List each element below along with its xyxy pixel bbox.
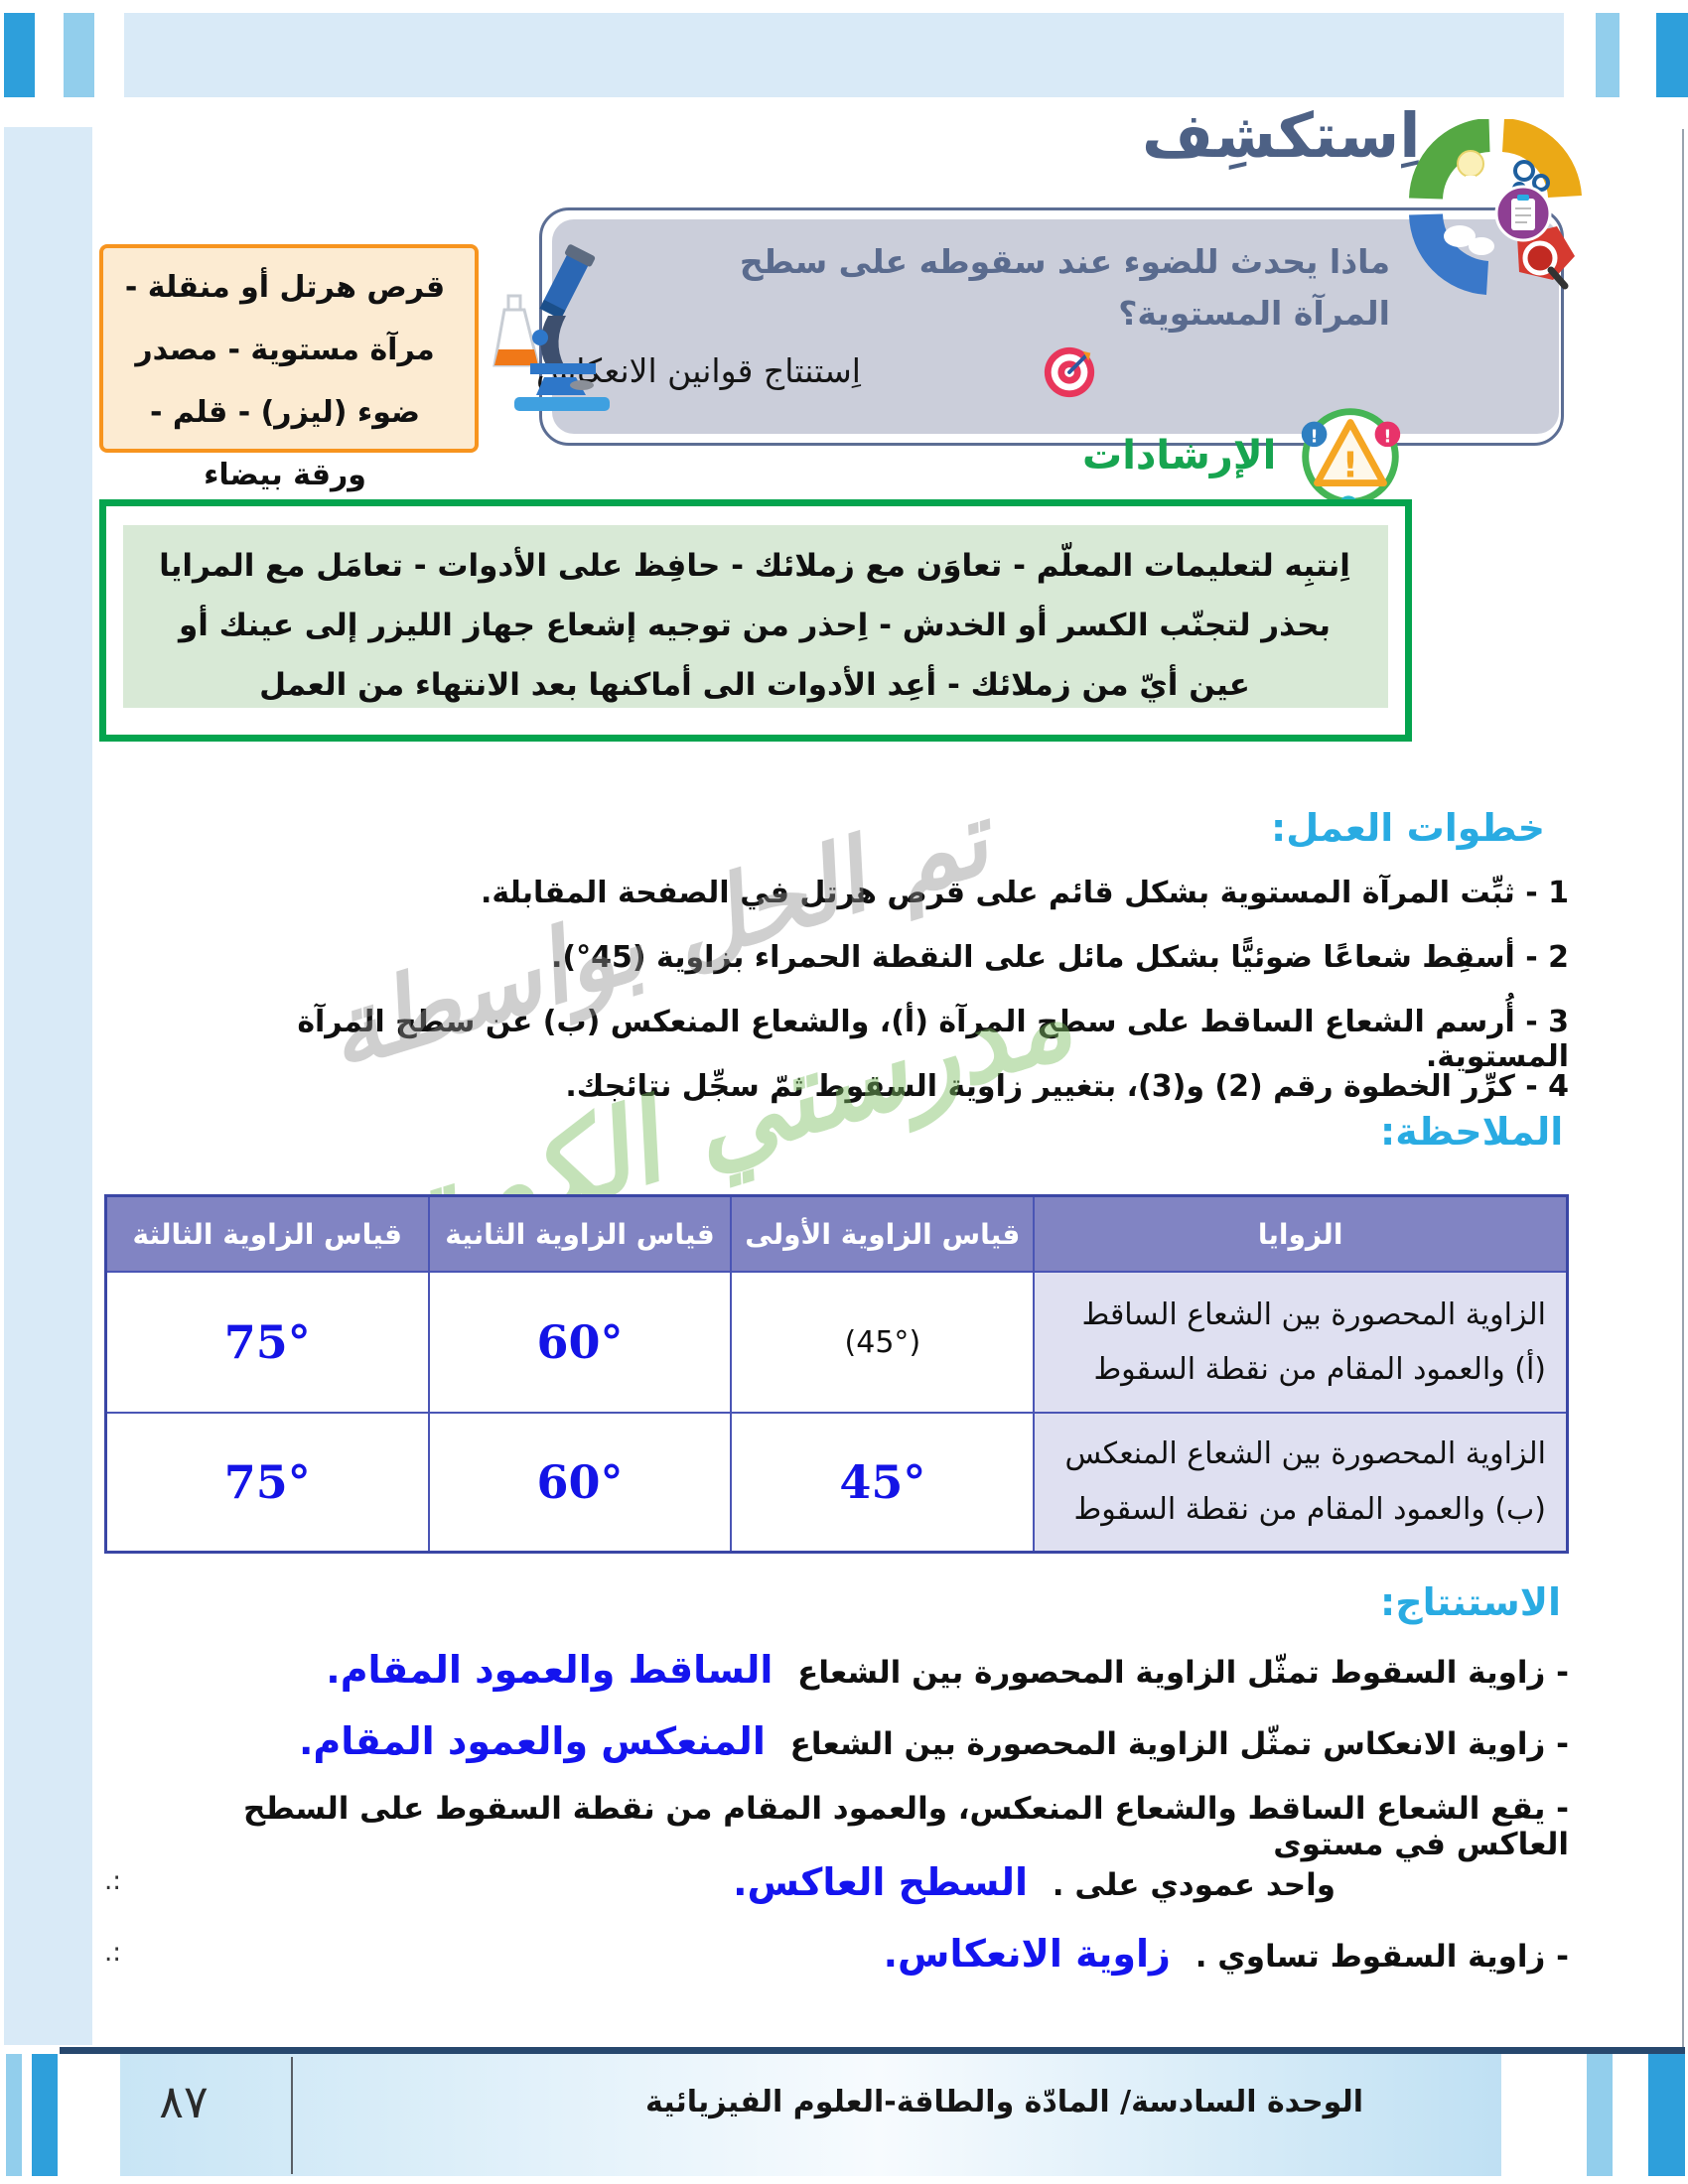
question-box xyxy=(552,219,1559,434)
conclusion-text: واحد عمودي على . xyxy=(1052,1867,1336,1903)
answer-dots: .: xyxy=(104,1866,122,1896)
target-icon xyxy=(1041,343,1098,401)
answer-dots: .: xyxy=(104,1938,122,1968)
guidelines-text: اِنتبِه لتعليمات المعلّم - تعاوَن مع زمل… xyxy=(159,548,1350,703)
step-2: 2 - أسقِط شعاعًا ضوئيًّا بشكل مائل على ا… xyxy=(551,940,1569,975)
col-header-second-angle: قياس الزاوية الثانية xyxy=(427,1194,733,1273)
left-margin-strip xyxy=(4,127,92,2045)
row2-angle2-value: 60° xyxy=(536,1454,624,1509)
conclusion-answer: زاوية الانعكاس. xyxy=(883,1932,1171,1976)
top-right-dark-bar xyxy=(1656,13,1688,97)
footer-divider xyxy=(291,2057,293,2174)
bottom-left-dark-bar xyxy=(32,2054,58,2176)
conclusion-text: - زاوية السقوط تساوي . xyxy=(1195,1939,1569,1975)
footer-rule xyxy=(60,2047,1685,2054)
col-header-third-angle: قياس الزاوية الثالثة xyxy=(104,1194,430,1273)
conclusion-answer: الساقط والعمود المقام. xyxy=(326,1648,774,1692)
activity-question: ماذا يحدث للضوء عند سقوطه على سطح المرآة… xyxy=(739,242,1390,333)
conclusion-title: الاستنتاج: xyxy=(1380,1580,1562,1624)
top-left-light-bar xyxy=(64,13,94,97)
table-row: الزاوية المحصورة بين الشعاع المنعكس (ب) … xyxy=(104,1412,1569,1553)
right-page-edge-line xyxy=(1682,129,1684,2047)
warning-icon: ! ! ! ! xyxy=(1287,395,1414,522)
step-3: 3 - أُرسم الشعاع الساقط على سطح المرآة (… xyxy=(297,1005,1569,1074)
conclusion-text: - زاوية الانعكاس تمثّل الزاوية المحصورة … xyxy=(789,1726,1569,1762)
svg-text:!: ! xyxy=(1311,427,1319,447)
col-header-first-angle: قياس الزاوية الأولى xyxy=(730,1194,1036,1273)
materials-list: قرص هرتل أو منقلة - مرآة مستوية - مصدر ض… xyxy=(124,270,446,492)
guidelines-box-fill xyxy=(123,525,1388,708)
svg-text:!: ! xyxy=(1383,427,1391,447)
row1-label: الزاوية المحصورة بين الشعاع الساقط (أ) و… xyxy=(1033,1271,1569,1414)
step-1: 1 - ثبِّت المرآة المستوية بشكل قائم على … xyxy=(480,876,1569,910)
conclusion-text: - يقع الشعاع الساقط والشعاع المنعكس، وال… xyxy=(242,1791,1569,1862)
steps-title: خطوات العمل: xyxy=(1271,806,1546,850)
row1-angle2-value: 60° xyxy=(536,1315,624,1369)
conclusion-line-5: - زاوية السقوط تساوي . زاوية الانعكاس. xyxy=(149,1932,1569,1976)
row1-angle1-value: (45°) xyxy=(844,1324,921,1360)
observation-table: الزوايا قياس الزاوية الأولى قياس الزاوية… xyxy=(104,1194,1569,1554)
svg-text:!: ! xyxy=(1342,446,1358,486)
conclusion-text: - زاوية السقوط تمثّل الزاوية المحصورة بي… xyxy=(797,1655,1569,1691)
guidelines-title: الإرشادات xyxy=(1082,433,1277,478)
conclusion-line-4: واحد عمودي على . السطح العاكس. xyxy=(149,1860,1336,1904)
bottom-right-light-bar xyxy=(1587,2054,1613,2176)
explore-icon xyxy=(1408,119,1582,298)
footer-band xyxy=(120,2054,1501,2176)
table-row: الزاوية المحصورة بين الشعاع الساقط (أ) و… xyxy=(104,1271,1569,1414)
page-number: ٨٧ xyxy=(159,2075,209,2128)
top-right-light-bar xyxy=(1596,13,1619,97)
materials-box xyxy=(99,244,479,453)
conclusion-line-3: - يقع الشعاع الساقط والشعاع المنعكس، وال… xyxy=(149,1791,1569,1862)
microscope-icon xyxy=(485,238,629,427)
question-outline-frame xyxy=(539,207,1564,446)
conclusion-line-1: - زاوية السقوط تمثّل الزاوية المحصورة بي… xyxy=(149,1648,1569,1692)
page-title: اِستكشِف xyxy=(1142,99,1421,172)
col-header-angles: الزوايا xyxy=(1033,1194,1569,1273)
table-header-row: الزوايا قياس الزاوية الأولى قياس الزاوية… xyxy=(104,1194,1569,1273)
top-left-dark-bar xyxy=(4,13,35,97)
row2-angle3-value: 75° xyxy=(223,1454,311,1509)
step-4: 4 - كرِّر الخطوة رقم (2) و(3)، بتغيير زا… xyxy=(565,1069,1569,1104)
bottom-right-dark-bar xyxy=(1648,2054,1685,2176)
observation-title: الملاحظة: xyxy=(1380,1110,1564,1154)
top-band xyxy=(124,13,1564,97)
row2-angle1-value: 45° xyxy=(839,1454,926,1509)
conclusion-line-2: - زاوية الانعكاس تمثّل الزاوية المحصورة … xyxy=(149,1719,1569,1763)
conclusion-answer: المنعكس والعمود المقام. xyxy=(299,1719,766,1763)
conclusion-answer: السطح العاكس. xyxy=(733,1860,1028,1904)
row2-label: الزاوية المحصورة بين الشعاع المنعكس (ب) … xyxy=(1033,1412,1569,1553)
footer-unit-label: الوحدة السادسة/ المادّة والطاقة-العلوم ا… xyxy=(645,2085,1363,2119)
bottom-left-light-bar xyxy=(6,2054,22,2176)
row1-angle3-value: 75° xyxy=(223,1315,311,1369)
